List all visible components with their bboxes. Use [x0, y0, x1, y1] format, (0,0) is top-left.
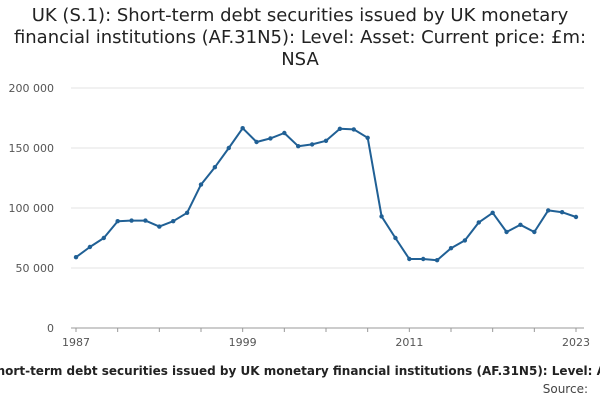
axes: 0 50 000 100 000 150 000 200 000 1987 1999 2011… — [9, 82, 591, 349]
series-legend: Short-term debt securities issued by UK … — [0, 364, 600, 378]
data-point — [198, 182, 204, 187]
data-point — [101, 235, 106, 241]
data-point — [171, 219, 176, 224]
data-point — [546, 208, 551, 213]
data-point — [184, 210, 190, 215]
data-points — [73, 126, 579, 263]
data-point — [365, 135, 370, 140]
y-tick-label: 50 000 — [16, 262, 55, 275]
data-point — [490, 210, 495, 215]
data-point — [226, 145, 231, 151]
data-point — [434, 258, 440, 263]
legend-label: Short-term debt securities issued by UK … — [0, 364, 600, 378]
data-point — [73, 255, 79, 260]
data-point — [212, 165, 218, 170]
data-point — [421, 256, 426, 262]
data-point — [115, 219, 120, 224]
data-point — [573, 214, 579, 220]
gridlines — [71, 87, 584, 269]
data-point — [323, 138, 329, 143]
data-point — [157, 224, 162, 229]
source-label: Source: — [542, 382, 588, 396]
data-point — [337, 126, 343, 131]
x-tick-label: 1999 — [229, 336, 257, 349]
x-tick-label: 1987 — [62, 336, 90, 349]
data-point — [268, 136, 273, 141]
data-point — [559, 210, 565, 215]
data-point — [504, 229, 509, 235]
data-point — [309, 142, 315, 147]
data-point — [254, 139, 259, 145]
x-tick-label: 2011 — [395, 336, 423, 349]
x-tick-label: 2023 — [562, 336, 590, 349]
data-point — [518, 222, 523, 227]
data-point — [462, 238, 468, 243]
y-tick-label: 100 000 — [9, 202, 55, 215]
data-point — [532, 229, 537, 235]
data-point — [476, 220, 481, 225]
data-point — [351, 127, 356, 132]
chart-title: UK (S.1): Short-term debt securities iss… — [13, 5, 587, 70]
data-point — [87, 244, 93, 250]
data-point — [143, 218, 148, 223]
data-point — [448, 246, 454, 251]
y-tick-label: 150 000 — [9, 142, 55, 155]
y-tick-label: 200 000 — [9, 82, 55, 95]
data-point — [240, 126, 245, 131]
data-point — [296, 144, 301, 149]
data-point — [129, 218, 134, 223]
data-point — [407, 256, 412, 262]
data-point — [282, 130, 287, 136]
data-point — [379, 214, 384, 219]
data-point — [393, 235, 398, 241]
y-tick-label: 0 — [47, 322, 54, 335]
